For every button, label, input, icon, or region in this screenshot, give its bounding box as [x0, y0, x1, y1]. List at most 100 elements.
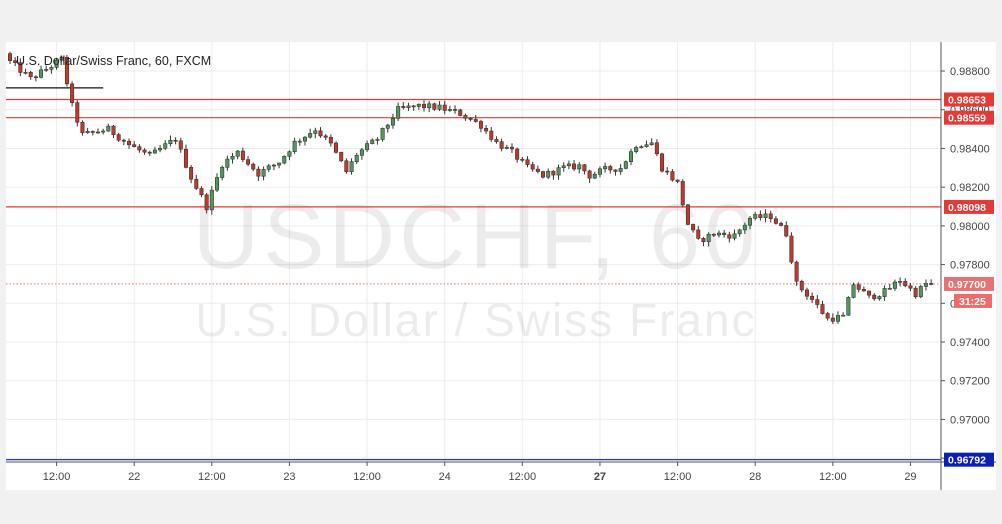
- candle[interactable]: [437, 101, 442, 112]
- candle[interactable]: [18, 58, 23, 77]
- candle[interactable]: [116, 132, 121, 142]
- candle[interactable]: [328, 134, 333, 147]
- candle[interactable]: [349, 158, 354, 175]
- candle[interactable]: [323, 134, 328, 141]
- candle[interactable]: [421, 100, 426, 112]
- candle[interactable]: [577, 162, 582, 174]
- candle[interactable]: [820, 300, 825, 315]
- candle[interactable]: [737, 228, 742, 237]
- candle[interactable]: [416, 103, 421, 110]
- candle[interactable]: [484, 125, 489, 135]
- candle[interactable]: [711, 233, 716, 238]
- candle[interactable]: [597, 166, 602, 178]
- candle[interactable]: [685, 203, 690, 226]
- candle[interactable]: [13, 57, 18, 67]
- candle[interactable]: [716, 230, 721, 238]
- candle[interactable]: [427, 100, 432, 113]
- candle[interactable]: [354, 152, 359, 165]
- candle[interactable]: [898, 277, 903, 287]
- candle[interactable]: [903, 278, 908, 288]
- candle[interactable]: [722, 229, 727, 238]
- candle[interactable]: [411, 104, 416, 111]
- candle[interactable]: [261, 166, 266, 181]
- candle[interactable]: [44, 65, 49, 72]
- candle[interactable]: [70, 81, 75, 107]
- candle[interactable]: [499, 138, 504, 152]
- candle[interactable]: [225, 155, 230, 171]
- candle[interactable]: [706, 232, 711, 247]
- candle[interactable]: [209, 186, 214, 215]
- candle[interactable]: [680, 179, 685, 208]
- candle[interactable]: [618, 164, 623, 175]
- candle[interactable]: [867, 290, 872, 299]
- candle[interactable]: [28, 70, 33, 80]
- candle[interactable]: [137, 144, 142, 153]
- candle[interactable]: [230, 152, 235, 164]
- candle[interactable]: [240, 147, 245, 163]
- plot-area[interactable]: [6, 42, 941, 462]
- candle[interactable]: [183, 144, 188, 169]
- candle[interactable]: [654, 139, 659, 157]
- candle[interactable]: [644, 140, 649, 148]
- candle[interactable]: [660, 152, 665, 173]
- candle[interactable]: [297, 138, 302, 146]
- candle[interactable]: [835, 311, 840, 324]
- candle[interactable]: [892, 279, 897, 291]
- candle[interactable]: [525, 156, 530, 168]
- candle[interactable]: [908, 283, 913, 292]
- candle[interactable]: [163, 140, 168, 151]
- candle[interactable]: [215, 173, 220, 193]
- candle[interactable]: [779, 221, 784, 227]
- candle[interactable]: [458, 108, 463, 117]
- candle[interactable]: [882, 285, 887, 301]
- candle[interactable]: [380, 127, 385, 142]
- candle[interactable]: [561, 162, 566, 172]
- candle[interactable]: [339, 151, 344, 162]
- candle[interactable]: [665, 167, 670, 175]
- candle[interactable]: [189, 164, 194, 184]
- candle[interactable]: [794, 260, 799, 286]
- candle[interactable]: [359, 147, 364, 160]
- time-axis[interactable]: [6, 462, 996, 490]
- candle[interactable]: [468, 117, 473, 122]
- candle[interactable]: [370, 138, 375, 145]
- candle[interactable]: [478, 119, 483, 133]
- candle[interactable]: [173, 137, 178, 145]
- candle[interactable]: [742, 222, 747, 234]
- candle[interactable]: [758, 210, 763, 221]
- candle[interactable]: [385, 123, 390, 133]
- candle[interactable]: [235, 149, 240, 160]
- candle[interactable]: [799, 279, 804, 293]
- candle[interactable]: [292, 137, 297, 154]
- candle[interactable]: [504, 144, 509, 150]
- candle[interactable]: [530, 161, 535, 172]
- candle[interactable]: [246, 156, 251, 167]
- candle[interactable]: [546, 168, 551, 180]
- candle[interactable]: [520, 156, 525, 163]
- candle[interactable]: [701, 236, 706, 247]
- candle[interactable]: [535, 165, 540, 174]
- candle[interactable]: [49, 65, 54, 74]
- candle[interactable]: [696, 225, 701, 240]
- candle[interactable]: [33, 75, 38, 82]
- candle[interactable]: [732, 229, 737, 241]
- candle[interactable]: [308, 128, 313, 139]
- candle[interactable]: [152, 146, 157, 154]
- candle[interactable]: [8, 51, 13, 64]
- candle[interactable]: [830, 313, 835, 325]
- candle[interactable]: [287, 150, 292, 161]
- candle[interactable]: [313, 127, 318, 139]
- candle[interactable]: [675, 179, 680, 184]
- candle[interactable]: [566, 160, 571, 170]
- candle[interactable]: [784, 221, 789, 238]
- candle[interactable]: [691, 223, 696, 233]
- candle[interactable]: [613, 169, 618, 176]
- candle[interactable]: [85, 127, 90, 134]
- candle[interactable]: [54, 57, 59, 70]
- candle[interactable]: [851, 282, 856, 299]
- candle[interactable]: [406, 102, 411, 111]
- candle[interactable]: [763, 209, 768, 223]
- candle[interactable]: [887, 284, 892, 290]
- candle[interactable]: [390, 113, 395, 129]
